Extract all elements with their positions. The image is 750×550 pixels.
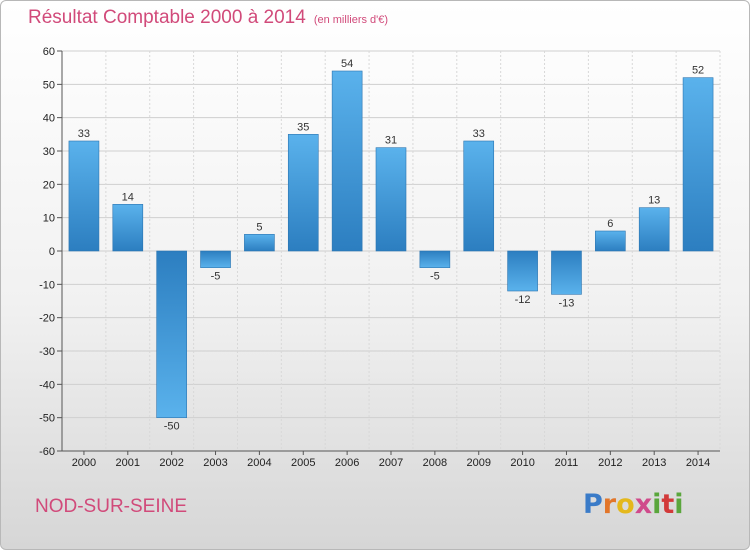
x-tick-label: 2000 (72, 457, 96, 469)
y-tick-label: 10 (43, 213, 55, 225)
y-tick-label: 30 (43, 146, 55, 158)
bar-2010 (507, 250, 538, 292)
y-tick-label: 0 (49, 246, 55, 258)
commune-name: NOD-SUR-SEINE (35, 496, 188, 517)
data-label-2005: 35 (297, 121, 309, 133)
x-tick-label: 2007 (379, 457, 403, 469)
bar-2013 (638, 207, 670, 252)
proxiti-logo[interactable]: Proxiti (583, 489, 684, 520)
bar-2006 (331, 70, 363, 252)
data-label-2010: -12 (515, 294, 531, 306)
chart-title-text: Résultat Comptable 2000 à 2014 (28, 7, 306, 28)
x-tick-label: 2008 (423, 457, 447, 469)
x-tick-label: 2013 (642, 457, 666, 469)
y-tick-label: 20 (43, 179, 55, 191)
y-tick-label: -20 (39, 313, 55, 325)
y-tick-label: -50 (39, 413, 55, 425)
y-tick-label: -10 (39, 279, 55, 291)
bar-2008 (419, 250, 451, 268)
bars (68, 70, 714, 418)
y-tick-label: 40 (43, 113, 55, 125)
y-tick-label: 50 (43, 79, 55, 91)
x-tick-label: 2012 (598, 457, 622, 469)
bar-2011 (551, 250, 582, 295)
data-label-2000: 33 (78, 128, 90, 140)
chart-title: Résultat Comptable 2000 à 2014 (en millie… (28, 7, 388, 29)
data-label-2006: 54 (341, 58, 353, 70)
bar-2003 (200, 250, 231, 268)
data-labels: 33 14 -50 -5 5 35 54 31 -5 33 -12 -13 6 13 52 (78, 58, 704, 433)
data-label-2008: -5 (430, 271, 440, 283)
bar-2014 (682, 77, 714, 252)
y-tick-label: -40 (39, 379, 55, 391)
data-label-2009: 33 (473, 128, 485, 140)
bar-2002 (156, 250, 187, 418)
y-tick-label: -30 (39, 346, 55, 358)
x-tick-label: 2001 (116, 457, 140, 469)
x-tick-label: 2005 (291, 457, 315, 469)
bar-2005 (287, 134, 319, 252)
x-tick-label: 2010 (510, 457, 534, 469)
x-tick-label: 2011 (555, 457, 579, 469)
data-label-2012: 6 (607, 218, 613, 230)
bar-2000 (68, 140, 100, 252)
bar-2012 (595, 230, 626, 252)
chart-unit-text: (en milliers d'€) (313, 14, 389, 26)
data-label-2011: -13 (559, 297, 575, 309)
data-label-2004: 5 (256, 221, 262, 233)
x-tick-label: 2006 (335, 457, 359, 469)
data-label-2013: 13 (648, 195, 660, 207)
x-tick-label: 2004 (247, 457, 271, 469)
bar-2007 (375, 147, 407, 252)
x-tick-label: 2009 (466, 457, 490, 469)
data-label-2014: 52 (692, 65, 704, 77)
bar-2001 (112, 204, 144, 252)
bar-2009 (463, 140, 495, 252)
y-tick-label: 60 (43, 46, 55, 58)
data-label-2001: 14 (122, 191, 134, 203)
x-tick-label: 2014 (686, 457, 710, 469)
data-label-2003: -5 (211, 271, 221, 283)
data-label-2002: -50 (164, 421, 180, 433)
x-tick-label: 2002 (159, 457, 183, 469)
data-label-2007: 31 (385, 135, 397, 147)
bar-2004 (244, 234, 275, 252)
y-tick-label: -60 (39, 446, 55, 458)
x-tick-label: 2003 (203, 457, 227, 469)
